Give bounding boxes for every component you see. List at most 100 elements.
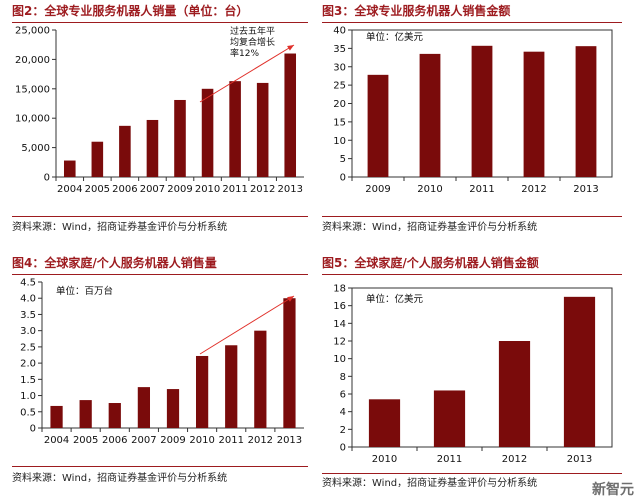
growth-annotation-line: 率12% [230, 47, 259, 59]
figure-4-chart: 0 0.5 1.0 1.5 2.0 2.5 3.0 3.5 4.0 4.5 2004 2005 2006… [20, 278, 304, 446]
y-tick-label: 0 [340, 173, 346, 184]
x-tick-label: 2012 [250, 184, 275, 195]
bar-2013 [563, 296, 596, 447]
trend-arrow-line [199, 295, 295, 355]
x-tick-label: 2013 [277, 184, 302, 195]
y-tick-label: 25 [333, 81, 346, 92]
figure-2-title: 图2：全球专业服务机器人销量（单位：台） [12, 4, 249, 18]
bar-2013 [575, 46, 597, 177]
figure-4-source-rule [12, 466, 308, 467]
y-tick-label: 1.5 [20, 375, 36, 386]
y-tick-label: 0 [30, 424, 36, 435]
y-tick-label: 20,000 [15, 55, 50, 66]
y-tick-label: 4.0 [20, 294, 36, 305]
x-tick-label: 2011 [218, 435, 243, 446]
watermark: 新智元 [592, 482, 634, 498]
figure-4-title: 图4：全球家庭/个人服务机器人销售量 [12, 256, 217, 270]
x-tick-label: 2010 [189, 435, 214, 446]
x-tick-label: 2010 [417, 184, 442, 195]
bar-2009 [174, 99, 186, 177]
figure-5-title: 图5：全球家庭/个人服务机器人销售金额 [322, 256, 539, 270]
x-tick-label: 2013 [277, 435, 302, 446]
growth-annotation-line: 均复合增长 [230, 36, 275, 48]
y-tick-label: 25,000 [15, 26, 50, 37]
x-tick-label: 2011 [437, 454, 462, 465]
bar-2012 [523, 51, 545, 177]
figure-2-title-rule [12, 22, 308, 23]
bar-2004 [50, 405, 63, 428]
figure-2-source: 资料来源：Wind，招商证券基金评价与分析系统 [12, 222, 228, 233]
y-tick-label: 2.5 [20, 342, 36, 353]
x-tick-label: 2005 [73, 435, 98, 446]
x-tick-label: 2006 [102, 435, 127, 446]
bar-2005 [79, 400, 92, 428]
figure-3-source: 资料来源：Wind，招商证券基金评价与分析系统 [322, 222, 538, 233]
bar-2013 [283, 298, 296, 428]
figure-5-panel: 图5：全球家庭/个人服务机器人销售金额 0 2 4 6 8 10 12 14 16 18 2010 2… [322, 254, 622, 494]
bar-2004 [63, 160, 76, 177]
figure-3-title-rule [322, 22, 622, 23]
bar-2007 [146, 119, 159, 177]
x-tick-label: 2012 [248, 435, 273, 446]
figure-2-source-rule [12, 216, 308, 217]
figure-3-panel: 图3：全球专业服务机器人销售金额 0 5 10 15 20 25 30 35 40 2009 201… [322, 2, 622, 240]
bar-2010 [419, 53, 441, 178]
x-tick-label: 2009 [167, 184, 192, 195]
x-tick-label: 2011 [469, 184, 494, 195]
x-tick-label: 2006 [112, 184, 137, 195]
y-tick-label: 12 [333, 337, 346, 348]
bar-2010 [195, 355, 209, 428]
y-tick-label: 30 [333, 62, 346, 73]
x-tick-label: 2009 [365, 184, 390, 195]
growth-annotation-line: 过去五年平 [230, 25, 275, 37]
y-tick-label: 3.5 [20, 310, 36, 321]
bar-2007 [137, 387, 151, 428]
unit-label: 单位：亿美元 [366, 293, 424, 305]
bar-2005 [91, 141, 104, 177]
growth-annotation: 过去五年平均复合增长率12% [230, 25, 275, 59]
figure-5-source-rule [322, 473, 622, 474]
y-tick-label: 14 [333, 319, 346, 330]
y-tick-label: 18 [333, 284, 346, 295]
x-tick-label: 2012 [502, 454, 527, 465]
x-tick-label: 2013 [567, 454, 592, 465]
x-tick-label: 2007 [131, 435, 156, 446]
y-tick-label: 2.0 [20, 359, 36, 370]
y-tick-label: 3.0 [20, 326, 36, 337]
bar-2006 [119, 125, 131, 177]
y-tick-label: 4 [340, 407, 346, 418]
trend-arrow-head [287, 45, 294, 51]
y-tick-label: 10 [333, 354, 346, 365]
x-tick-label: 2013 [573, 184, 598, 195]
figure-5-chart: 0 2 4 6 8 10 12 14 16 18 2010 2011 2012 2013 单位：亿美元 [333, 284, 613, 465]
y-tick-label: 2 [340, 425, 346, 436]
y-tick-label: 20 [333, 99, 346, 110]
x-tick-label: 2012 [521, 184, 546, 195]
bar-2011 [433, 390, 466, 447]
x-tick-label: 2010 [195, 184, 220, 195]
bar-2010 [201, 88, 214, 177]
figure-5-title-rule [322, 274, 622, 275]
bar-2011 [471, 45, 493, 178]
bar-2011 [225, 345, 238, 428]
y-tick-label: 0 [44, 173, 50, 184]
figure-4-source: 资料来源：Wind，招商证券基金评价与分析系统 [12, 473, 228, 484]
x-tick-label: 2011 [222, 184, 247, 195]
figure-4-title-rule [12, 274, 308, 275]
trend-arrow-head [287, 296, 294, 302]
figure-4-panel: 图4：全球家庭/个人服务机器人销售量 0 0.5 1.0 1.5 2.0 2.5 3.0 3.… [12, 254, 308, 494]
unit-label: 单位：百万台 [56, 285, 113, 297]
bar-2012 [498, 341, 531, 447]
y-tick-label: 1.0 [20, 391, 36, 402]
y-tick-label: 5,000 [21, 143, 50, 154]
figure-3-source-rule [322, 216, 622, 217]
bar-2006 [108, 403, 121, 428]
x-tick-label: 2010 [372, 454, 397, 465]
trend-arrow-line [199, 44, 295, 103]
x-tick-label: 2005 [85, 184, 110, 195]
y-tick-label: 0.5 [20, 407, 36, 418]
y-tick-label: 5 [340, 154, 346, 165]
y-tick-label: 16 [333, 301, 346, 312]
bar-2012 [254, 330, 267, 428]
